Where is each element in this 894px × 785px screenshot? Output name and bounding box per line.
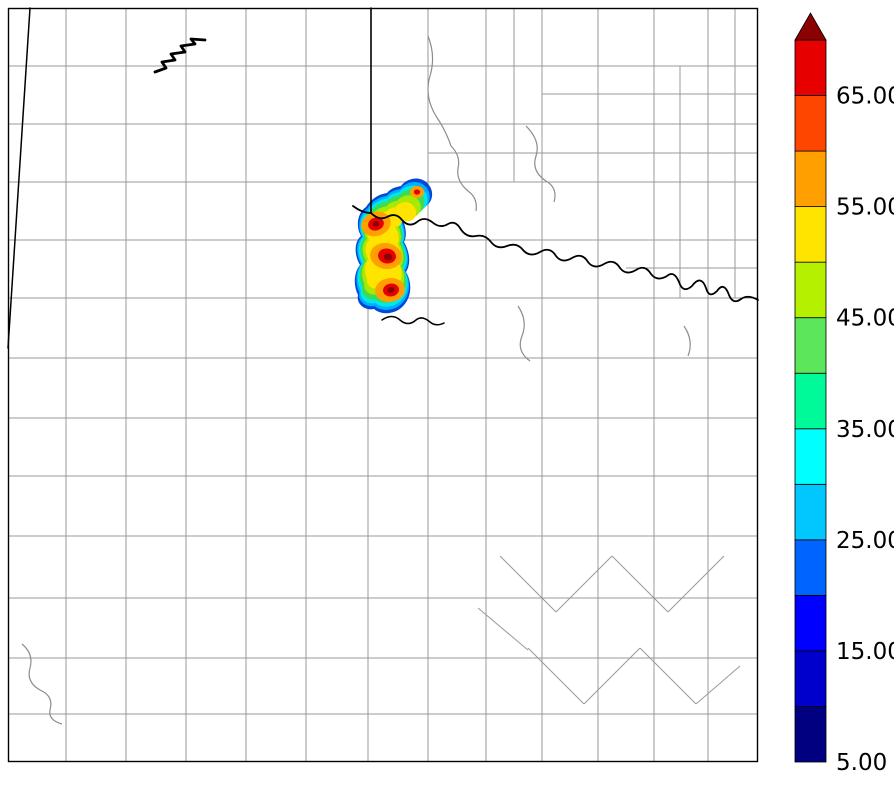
echo-core	[387, 286, 395, 294]
colorbar-segment	[794, 650, 827, 707]
colorbar-segment	[794, 206, 827, 263]
river-lake-northwest	[153, 37, 207, 74]
colorbar-segment	[794, 317, 827, 374]
county-line	[477, 607, 529, 651]
river-line	[525, 125, 556, 203]
county-line	[499, 555, 557, 613]
colorbar-tick-label: 55.00	[836, 195, 894, 221]
river-line	[21, 643, 63, 725]
colorbar: 65.00 55.00 45.00 35.00 25.00 15.00 5.00	[794, 12, 894, 776]
colorbar-segment	[794, 150, 827, 208]
county-line	[639, 647, 697, 705]
county-line	[611, 555, 669, 613]
red-river	[352, 205, 759, 303]
echo-core	[383, 253, 393, 261]
colorbar-tick-label: 25.00	[836, 528, 894, 554]
colorbar-tick-label: 65.00	[836, 84, 894, 110]
county-line	[583, 647, 641, 705]
colorbar-tick-label: 15.00	[836, 639, 894, 665]
county-grid	[8, 8, 758, 762]
colorbar-segment	[794, 39, 827, 96]
river-line	[427, 35, 452, 147]
colorbar-segment	[794, 539, 827, 596]
county-line	[555, 555, 613, 613]
county-line	[695, 665, 741, 705]
county-line	[667, 555, 725, 613]
colorbar-tick-label: 35.00	[836, 417, 894, 443]
map-area	[7, 7, 759, 763]
storm-echo	[354, 178, 433, 314]
echo-core	[372, 221, 380, 227]
colorbar-segment	[794, 594, 827, 652]
minor-rivers	[21, 35, 691, 725]
colorbar-segment	[794, 372, 827, 430]
colorbar-segment	[794, 428, 827, 485]
colorbar-segment	[794, 706, 827, 763]
colorbar-segment	[794, 483, 827, 541]
river-line	[683, 325, 691, 357]
county-line	[527, 647, 585, 705]
colorbar-segment	[794, 261, 827, 319]
state-border-west	[7, 7, 31, 349]
colorbar-segment	[794, 95, 827, 152]
colorbar-tick-label: 5.00	[836, 750, 887, 776]
echo-core	[413, 189, 421, 195]
river-line	[517, 305, 531, 362]
colorbar-arrow-icon	[794, 12, 827, 41]
map-border	[7, 7, 759, 763]
river-line	[450, 145, 477, 212]
river-below-echo	[381, 315, 445, 326]
colorbar-tick-label: 45.00	[836, 306, 894, 332]
